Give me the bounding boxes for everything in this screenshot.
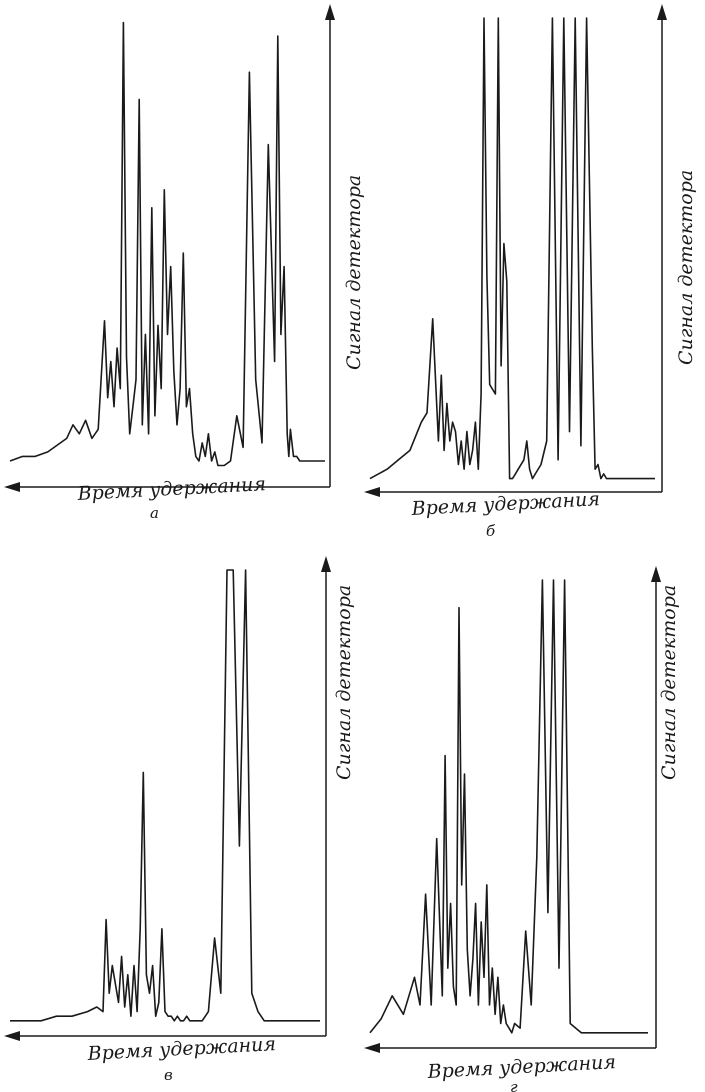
panel-a-trace: [9, 21, 325, 467]
panel-d-y-arrow: [651, 566, 661, 582]
panel-d-x-arrow: [364, 1043, 380, 1053]
panel-a-y-arrow: [325, 4, 335, 20]
panel-c-trace: [10, 569, 320, 1022]
panel-c-x-arrow: [4, 1031, 20, 1041]
panel-d-ylabel: Сигнал детектора: [658, 585, 680, 780]
panel-a-letter: а: [150, 504, 159, 522]
panel-c-y-arrow: [321, 556, 331, 572]
panel-b-trace: [369, 17, 655, 480]
panel-b-letter: б: [486, 522, 496, 540]
panel-c-ylabel: Сигнал детектора: [333, 585, 355, 780]
panel-c-letter: в: [164, 1066, 173, 1084]
panel-d-letter: г: [510, 1078, 518, 1092]
panel-b-x-arrow: [364, 487, 380, 497]
panel-d-trace: [369, 579, 648, 1034]
panel-a-x-arrow: [4, 482, 20, 492]
panel-a: Время удержания а Сигнал детектора: [4, 4, 365, 522]
panel-c: Время удержания в Сигнал детектора: [4, 556, 355, 1084]
panel-b-xlabel: Время удержания: [410, 488, 600, 520]
panel-b-ylabel: Сигнал детектора: [675, 170, 697, 365]
panel-d: Время удержания г Сигнал детектора: [364, 566, 680, 1092]
panel-d-xlabel: Время удержания: [426, 1051, 616, 1083]
panel-b-y-arrow: [657, 4, 667, 20]
panel-b: Время удержания б Сигнал детектора: [364, 4, 697, 540]
panel-c-xlabel: Время удержания: [86, 1033, 276, 1065]
panel-a-ylabel: Сигнал детектора: [343, 175, 365, 370]
panel-a-xlabel: Время удержания: [76, 473, 266, 505]
